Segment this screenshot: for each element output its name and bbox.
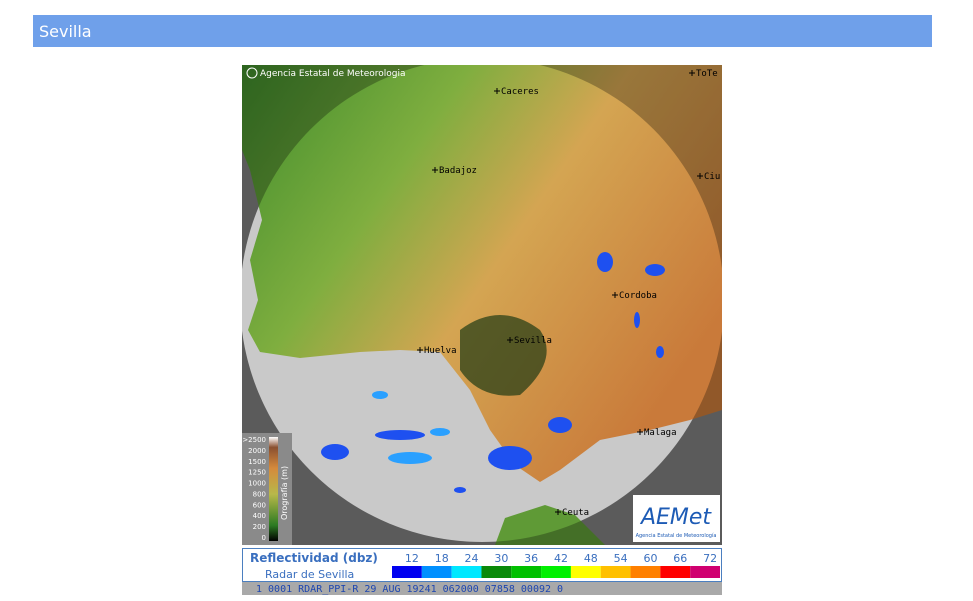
legend-level: 54 (614, 552, 628, 565)
legend-swatch (481, 566, 512, 578)
legend-swatch (570, 566, 601, 578)
city-marker (432, 167, 438, 173)
valley (460, 315, 547, 396)
city-marker (494, 88, 500, 94)
legend-swatch (392, 566, 422, 578)
logo-name: AEMet (639, 505, 712, 530)
city-label: Caceres (501, 87, 539, 97)
legend-swatch (511, 566, 542, 578)
orography-label: >2500 (242, 436, 266, 444)
land (242, 65, 722, 482)
land-africa (495, 505, 605, 545)
legend-swatch (421, 566, 452, 578)
legend-level: 66 (673, 552, 687, 565)
city-marker (555, 509, 561, 515)
orography-label: 400 (253, 512, 266, 520)
credit: Agencia Estatal de Meteorologia (260, 69, 406, 79)
legend-swatch (630, 566, 661, 578)
orography-box (242, 433, 292, 545)
orography-label: 1000 (248, 480, 266, 488)
orography-title: Orografía (m) (280, 466, 289, 520)
legend-swatch (690, 566, 720, 578)
legend-swatch (600, 566, 631, 578)
copyright-mark (246, 67, 258, 79)
legend-levels: 12 18 24 30 36 42 48 54 60 66 72 (392, 552, 720, 578)
orography-label: 1500 (248, 458, 266, 466)
city-label: Ciu (704, 172, 720, 182)
rain (321, 252, 665, 493)
legend-swatch (451, 566, 482, 578)
city-marker (689, 70, 695, 76)
city-label: Malaga (644, 428, 677, 438)
orography-label: 600 (253, 501, 266, 509)
legend-level: 24 (465, 552, 479, 565)
header-bar: Sevilla (33, 15, 932, 47)
legend-level: 36 (524, 552, 538, 565)
legend-title: Reflectividad (dbz) (250, 551, 378, 565)
city-marker (612, 292, 618, 298)
city-label: Ceuta (562, 508, 589, 518)
logo-box (633, 495, 720, 542)
legend-level: 18 (435, 552, 449, 565)
legend-level: 12 (405, 552, 419, 565)
legend-swatch (660, 566, 691, 578)
city-marker (417, 347, 423, 353)
status-bar (242, 582, 722, 595)
legend-level: 72 (703, 552, 717, 565)
city-labels: Caceres Badajoz Cordoba Huelva Sevilla Malaga… (417, 69, 720, 518)
city-label: Badajoz (439, 166, 477, 176)
orography-label: 2000 (248, 447, 266, 455)
legend-subtitle: Radar de Sevilla (265, 568, 354, 581)
status-line: 1 0001 RDAR_PPI-R 29 AUG 19241 062000 07… (256, 584, 563, 595)
orography-label: 200 (253, 523, 266, 531)
orography-label: 0 (262, 534, 266, 542)
logo-subtitle: Agencia Estatal de Meteorología (636, 532, 717, 539)
orography-label: 800 (253, 490, 266, 498)
legend-level: 30 (494, 552, 508, 565)
city-label: Huelva (424, 346, 457, 356)
radar-image: Agencia Estatal de Meteorologia Caceres B… (242, 65, 722, 545)
city-label: Cordoba (619, 291, 657, 301)
city-marker (697, 173, 703, 179)
legend-level: 42 (554, 552, 568, 565)
city-marker (637, 429, 643, 435)
legend-level: 48 (584, 552, 598, 565)
orography-bar (269, 437, 278, 541)
legend-level: 60 (643, 552, 657, 565)
city-label: Sevilla (514, 336, 552, 346)
legend-swatch (541, 566, 571, 578)
city-marker (507, 337, 513, 343)
orography-label: 1250 (248, 469, 266, 477)
header-title: Sevilla (39, 22, 92, 41)
city-label: ToTe (696, 69, 718, 79)
